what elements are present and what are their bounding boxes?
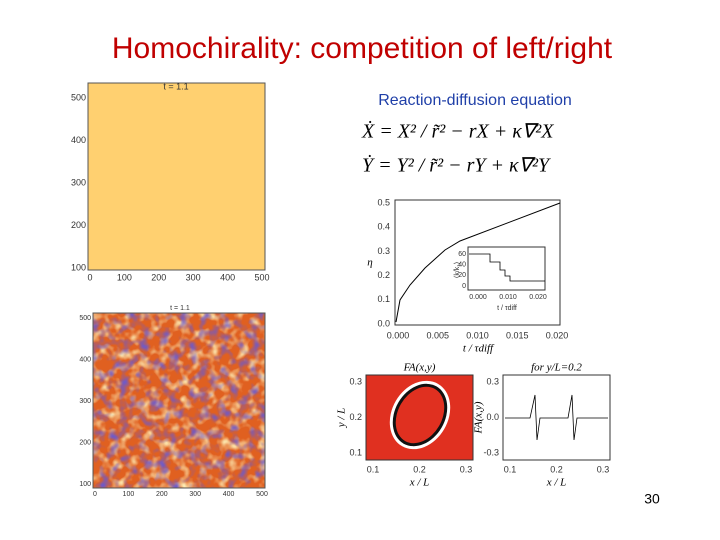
frame [92, 312, 266, 489]
y-tick-label: 0.1 [349, 447, 362, 457]
eta-curve [395, 202, 561, 323]
x-tick-label: 0.020 [529, 294, 547, 301]
y-tick-label: 100 [79, 481, 91, 488]
x-axis-label: x / L [409, 477, 430, 489]
panel-label: t = 1.1 [170, 305, 190, 312]
y-tick-label: 40 [458, 262, 466, 269]
x-axis-label: x / L [546, 477, 567, 489]
simulation-texture [88, 83, 265, 270]
y-tick-label: 100 [71, 262, 86, 272]
y-tick-label: -0.3 [483, 447, 499, 457]
equation: Ẏ = Y² / r̃² − rY + κ∇²Y [362, 154, 551, 177]
x-tick-label: 0.000 [387, 330, 410, 340]
plot-frame [394, 199, 561, 326]
y-axis-label: y / L [336, 408, 348, 429]
x-tick-label: 400 [220, 272, 235, 282]
y-tick-label: 0 [462, 283, 466, 290]
plot-frame [365, 374, 474, 461]
y-tick-label: 0.3 [377, 246, 390, 256]
equation: Ẋ = X² / r̃² − rX + κ∇²X [361, 120, 554, 143]
x-tick-label: 0 [93, 491, 97, 498]
x-tick-label: 200 [156, 491, 168, 498]
x-tick-label: 0.2 [413, 464, 426, 474]
y-tick-label: 0.3 [486, 376, 499, 386]
x-tick-label: 0.2 [550, 464, 563, 474]
slide-number: 30 [644, 491, 660, 507]
y-tick-label: 0.2 [349, 412, 362, 422]
y-tick-label: 60 [458, 251, 466, 258]
y-tick-label: 400 [71, 135, 86, 145]
plot-title: for y/L=0.2 [531, 362, 582, 374]
y-tick-label: 500 [71, 92, 86, 102]
y-tick-label: 400 [79, 356, 91, 363]
frame [87, 82, 266, 271]
y-tick-label: 0.5 [377, 197, 390, 207]
y-tick-label: 500 [79, 315, 91, 322]
y-tick-label: 200 [79, 439, 91, 446]
x-tick-label: 0.1 [367, 464, 380, 474]
y-tick-label: 200 [71, 220, 86, 230]
x-tick-label: 0.005 [426, 330, 449, 340]
y-tick-label: 0.1 [377, 294, 390, 304]
slide-title: Homochirality: competition of left/right [112, 32, 613, 65]
inset-curve [469, 253, 545, 282]
y-tick-label: 0.0 [486, 412, 499, 422]
field-inner [395, 386, 445, 444]
x-tick-label: 300 [186, 272, 201, 282]
simulation-texture [93, 313, 265, 488]
y-axis-label: ⟨k/k₁⟩ [453, 261, 461, 278]
y-tick-label: 300 [71, 177, 86, 187]
plot-title: FA(x,y) [403, 362, 436, 374]
y-tick-label: 0.0 [377, 318, 390, 328]
profile-curve [505, 394, 608, 441]
inset-frame [467, 246, 546, 291]
x-tick-label: 0.010 [466, 330, 489, 340]
x-tick-label: 100 [123, 491, 135, 498]
subtitle: Reaction-diffusion equation [378, 92, 572, 109]
x-tick-label: 500 [256, 491, 268, 498]
x-tick-label: 0.3 [460, 464, 473, 474]
y-tick-label: 300 [79, 398, 91, 405]
x-tick-label: 0.015 [506, 330, 529, 340]
x-axis-label: t / τdiff [497, 305, 517, 312]
y-tick-label: 0.2 [377, 270, 390, 280]
panel-label: t = 1.1 [163, 81, 188, 91]
x-tick-label: 0.010 [499, 294, 517, 301]
x-tick-label: 0.000 [469, 294, 487, 301]
y-axis-label: FA(x,y) [473, 401, 485, 434]
x-tick-label: 0.1 [504, 464, 517, 474]
x-tick-label: 0.020 [546, 330, 569, 340]
x-axis-label: t / τdiff [463, 343, 495, 355]
x-tick-label: 400 [223, 491, 235, 498]
x-tick-label: 200 [151, 272, 166, 282]
y-tick-label: 0.3 [349, 376, 362, 386]
y-tick-label: 0.4 [377, 222, 390, 232]
y-tick-label: 20 [458, 272, 466, 279]
x-tick-label: 300 [189, 491, 201, 498]
x-tick-label: 500 [254, 272, 269, 282]
x-tick-label: 0 [87, 272, 92, 282]
x-tick-label: 100 [117, 272, 132, 282]
y-axis-label: η [367, 257, 372, 269]
x-tick-label: 0.3 [597, 464, 610, 474]
plot-frame [502, 374, 611, 461]
